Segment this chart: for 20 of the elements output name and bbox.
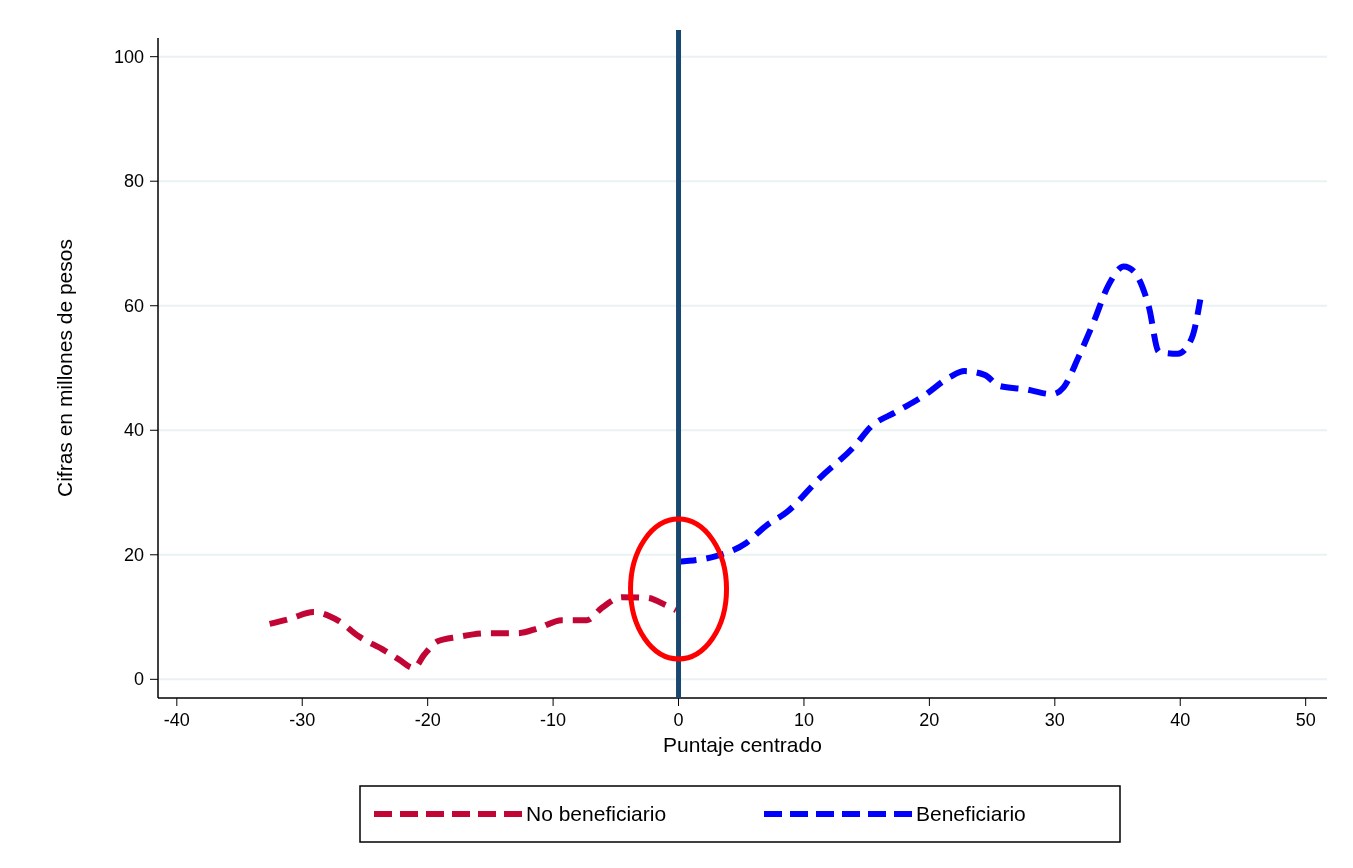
x-tick-label: 10 (793, 710, 814, 730)
x-tick-label: 40 (1170, 710, 1191, 730)
x-axis-title: Puntaje centrado (663, 733, 822, 756)
x-tick-label: 50 (1295, 710, 1316, 730)
legend-label: No beneficiario (526, 802, 667, 825)
x-tick-label: 20 (919, 710, 940, 730)
x-tick-label: 30 (1044, 710, 1065, 730)
x-tick-label: -20 (414, 710, 441, 730)
x-tick-label: 0 (673, 710, 684, 730)
y-axis-title: Cifras en millones de pesos (53, 239, 76, 497)
x-tick-label: -30 (289, 710, 316, 730)
y-tick-label: 60 (123, 295, 144, 316)
x-tick-label: -10 (540, 710, 567, 730)
y-tick-label: 0 (133, 669, 144, 690)
y-tick-label: 20 (123, 544, 144, 565)
y-tick-label: 80 (123, 171, 144, 192)
legend-label: Beneficiario (916, 802, 1026, 825)
y-tick-label: 100 (113, 46, 144, 67)
x-tick-label: -40 (163, 710, 190, 730)
y-tick-label: 40 (123, 420, 144, 441)
